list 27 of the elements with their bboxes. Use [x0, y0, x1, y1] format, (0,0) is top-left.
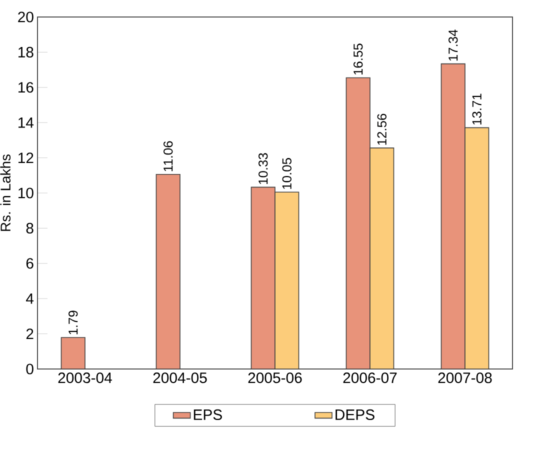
- data-label: 13.71: [472, 94, 482, 125]
- y-tick-label: 10: [18, 188, 34, 198]
- y-tick-label: 4: [26, 293, 34, 304]
- y-tick-label: 0: [26, 364, 34, 374]
- y-tick-label: 18: [18, 46, 34, 58]
- data-label: 11.06: [164, 141, 173, 172]
- y-tick-label: 20: [18, 12, 34, 22]
- x-tick-label: 2005-06: [248, 372, 302, 384]
- y-axis-title: Rs. in Lakhs: [0, 154, 11, 231]
- x-tick-label: 2003-04: [58, 372, 112, 384]
- y-tick-label: 16: [18, 82, 34, 93]
- y-tick-label: 8: [26, 222, 34, 234]
- y-tick-label: 12: [18, 152, 34, 164]
- legend-label: EPS: [194, 409, 222, 420]
- y-tick-label: 6: [26, 258, 34, 269]
- data-label: 10.05: [282, 158, 292, 189]
- x-tick-label: 2006-07: [343, 372, 397, 384]
- x-tick-label: 2004-05: [153, 372, 207, 384]
- data-label: 17.34: [448, 30, 458, 61]
- data-label: 10.33: [258, 153, 268, 184]
- data-label: 12.56: [377, 114, 386, 145]
- data-label: 1.79: [68, 310, 78, 334]
- x-tick-label: 2007-08: [438, 372, 492, 384]
- data-label: 16.55: [354, 44, 363, 75]
- y-tick-label: 14: [18, 117, 34, 128]
- y-tick-label: 2: [26, 328, 34, 340]
- legend-label: DEPS: [336, 409, 374, 420]
